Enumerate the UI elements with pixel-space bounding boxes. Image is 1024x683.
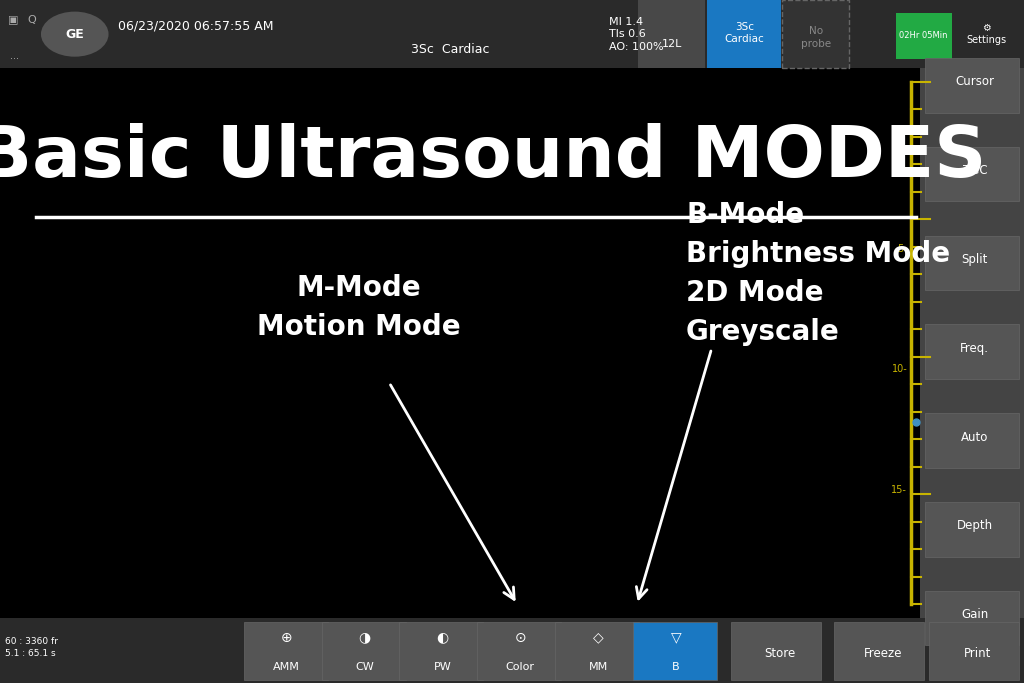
Text: 15-: 15- <box>891 484 907 494</box>
Text: Freq.: Freq. <box>961 342 989 355</box>
Text: ⊙: ⊙ <box>514 630 526 645</box>
Text: 3Sc
Cardiac: 3Sc Cardiac <box>725 22 764 44</box>
Bar <box>707 0 781 68</box>
Bar <box>929 622 1019 680</box>
Text: 10-: 10- <box>892 364 907 374</box>
Text: ◐: ◐ <box>436 630 449 645</box>
Text: 5-: 5- <box>897 244 907 254</box>
Bar <box>0 618 1024 683</box>
Text: ⊕: ⊕ <box>281 630 293 645</box>
Bar <box>633 622 717 680</box>
Text: Gain: Gain <box>962 608 988 622</box>
Text: AMM: AMM <box>273 662 300 672</box>
Text: 60 : 3360 fr
5.1 : 65.1 s: 60 : 3360 fr 5.1 : 65.1 s <box>5 637 58 658</box>
Bar <box>925 413 1019 468</box>
Text: Print: Print <box>965 647 991 660</box>
Bar <box>896 13 952 59</box>
Bar <box>925 147 1019 201</box>
Text: TGC: TGC <box>963 164 987 178</box>
Text: Freeze: Freeze <box>863 647 902 660</box>
Text: B-Mode
Brightness Mode
2D Mode
Greyscale: B-Mode Brightness Mode 2D Mode Greyscale <box>686 201 950 346</box>
Text: Q: Q <box>28 16 37 25</box>
Text: 06/23/2020 06:57:55 AM: 06/23/2020 06:57:55 AM <box>118 19 273 33</box>
Text: 3Sc  Cardiac: 3Sc Cardiac <box>412 42 489 56</box>
Text: Color: Color <box>506 662 535 672</box>
Text: GE: GE <box>66 27 84 41</box>
Bar <box>555 622 639 680</box>
Text: B: B <box>672 662 680 672</box>
Bar <box>731 622 821 680</box>
Text: Auto: Auto <box>962 430 988 444</box>
Text: CW: CW <box>355 662 374 672</box>
Text: 12L: 12L <box>662 40 682 49</box>
Bar <box>925 591 1019 645</box>
Text: M-Mode
Motion Mode: M-Mode Motion Mode <box>257 274 460 341</box>
Text: PW: PW <box>433 662 452 672</box>
Bar <box>399 622 483 680</box>
Bar <box>925 236 1019 290</box>
Bar <box>925 324 1019 379</box>
Bar <box>782 0 849 68</box>
Text: ...: ... <box>10 51 19 61</box>
Bar <box>322 622 406 680</box>
Text: Cursor: Cursor <box>955 75 994 89</box>
Bar <box>244 622 328 680</box>
Bar <box>925 58 1019 113</box>
Text: ◑: ◑ <box>358 630 371 645</box>
Text: Depth: Depth <box>956 519 993 533</box>
Bar <box>638 0 705 68</box>
Bar <box>477 622 561 680</box>
Text: ▽: ▽ <box>671 630 681 645</box>
Circle shape <box>41 12 109 57</box>
Text: MM: MM <box>589 662 607 672</box>
Text: ⚙
Settings: ⚙ Settings <box>966 23 1007 45</box>
Bar <box>920 68 1024 618</box>
Bar <box>0 0 1024 68</box>
Text: Store: Store <box>765 647 796 660</box>
Bar <box>925 502 1019 557</box>
Text: 02Hr 05Min: 02Hr 05Min <box>899 31 948 40</box>
Bar <box>834 622 924 680</box>
Text: Basic Ultrasound MODES: Basic Ultrasound MODES <box>0 122 986 192</box>
Text: Split: Split <box>962 253 988 266</box>
Text: ▣: ▣ <box>8 16 18 25</box>
Text: ◇: ◇ <box>593 630 603 645</box>
Text: MI 1.4
Tls 0.6
AO: 100%: MI 1.4 Tls 0.6 AO: 100% <box>609 17 664 51</box>
Text: No
probe: No probe <box>801 27 831 48</box>
